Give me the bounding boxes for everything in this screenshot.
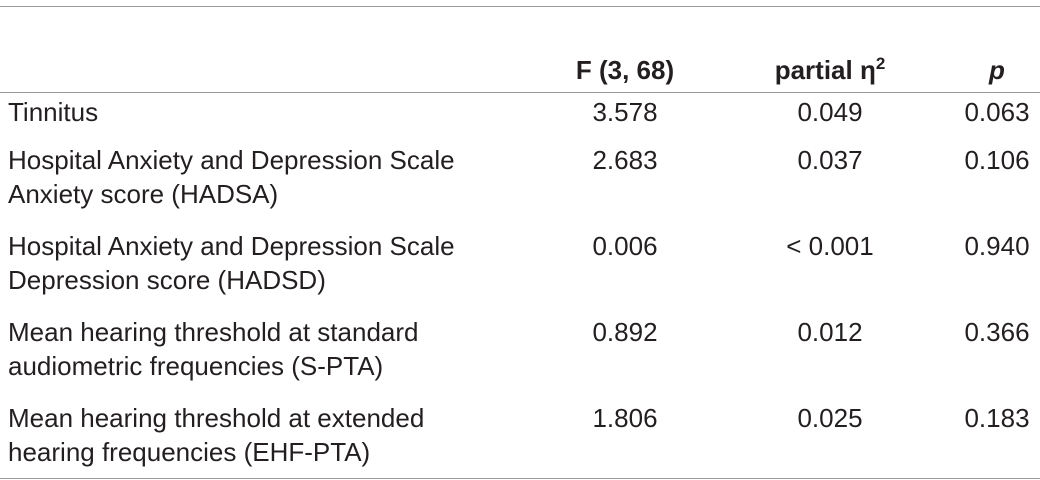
- row-label: Mean hearing threshold at extended: [8, 403, 425, 433]
- cell: 0.037: [797, 145, 863, 175]
- row-label: audiometric frequencies (S-PTA): [8, 351, 384, 381]
- cell: 0.049: [797, 97, 863, 127]
- column-header: partial η2: [775, 55, 886, 85]
- cell: 0.892: [592, 317, 658, 347]
- cell: 0.940: [964, 231, 1030, 261]
- cell: 0.012: [797, 317, 863, 347]
- cell: 0.183: [964, 403, 1030, 433]
- cell: 1.806: [592, 403, 658, 433]
- cell: 0.006: [592, 231, 658, 261]
- cell: < 0.001: [786, 231, 874, 261]
- column-header-superscript: 2: [875, 54, 886, 73]
- row-label: Tinnitus: [8, 97, 99, 127]
- row-label: hearing frequencies (EHF-PTA): [8, 437, 371, 467]
- column-header: F (3, 68): [575, 55, 675, 85]
- cell: 0.063: [964, 97, 1030, 127]
- cell: 0.025: [797, 403, 863, 433]
- top-rule: [0, 6, 1040, 7]
- cell: 0.106: [964, 145, 1030, 175]
- cell: 2.683: [592, 145, 658, 175]
- cell: 0.366: [964, 317, 1030, 347]
- row-label: Mean hearing threshold at standard: [8, 317, 419, 347]
- row-label: Hospital Anxiety and Depression Scale: [8, 231, 455, 261]
- row-label: Hospital Anxiety and Depression Scale: [8, 145, 455, 175]
- bottom-rule: [0, 478, 1040, 479]
- cell: 3.578: [592, 97, 658, 127]
- row-label: Depression score (HADSD): [8, 265, 326, 295]
- column-header-text: partial η: [774, 55, 876, 85]
- row-label: Anxiety score (HADSA): [8, 179, 279, 209]
- column-header: p: [989, 55, 1005, 85]
- header-rule: [0, 92, 1040, 93]
